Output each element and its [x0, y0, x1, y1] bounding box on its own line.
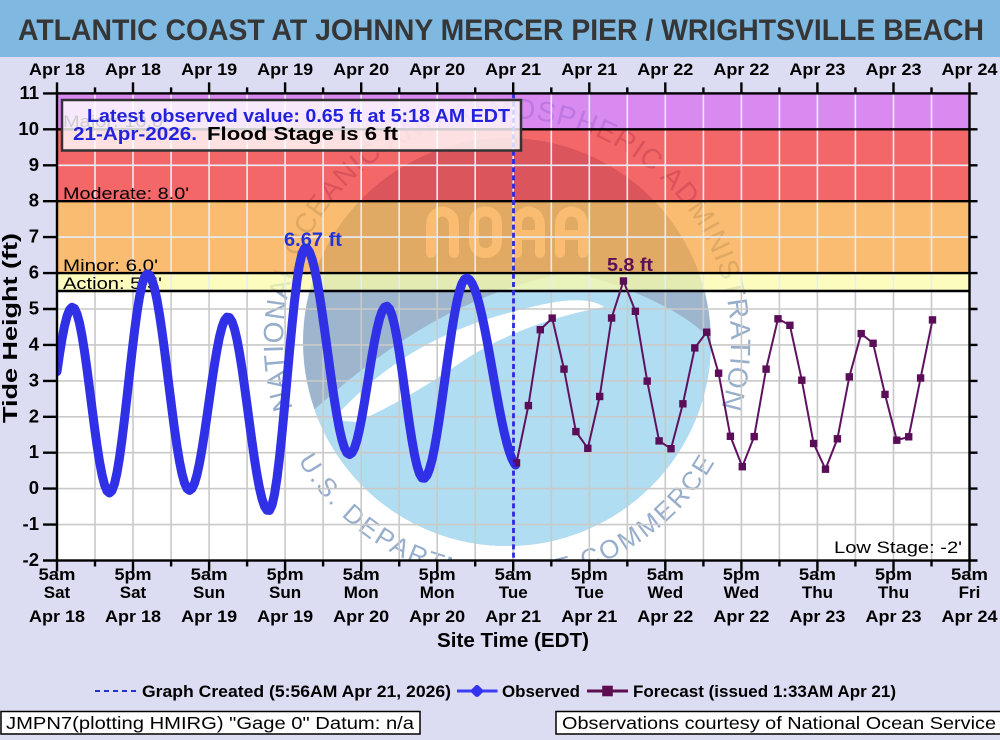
svg-text:Observed: Observed: [502, 683, 580, 701]
svg-text:Apr 19: Apr 19: [257, 607, 313, 626]
svg-text:5am: 5am: [39, 565, 76, 584]
svg-text:Apr 23: Apr 23: [866, 60, 922, 79]
svg-text:Flood Stage is 6 ft: Flood Stage is 6 ft: [207, 124, 398, 144]
svg-text:Tue: Tue: [499, 583, 528, 602]
svg-text:6.67 ft: 6.67 ft: [284, 230, 343, 251]
svg-text:Moderate: 8.0': Moderate: 8.0': [63, 184, 189, 203]
svg-text:Sun: Sun: [269, 583, 301, 602]
svg-text:5: 5: [29, 298, 39, 319]
svg-text:Apr 19: Apr 19: [181, 60, 237, 79]
svg-text:Sat: Sat: [120, 583, 147, 602]
svg-text:4: 4: [29, 333, 40, 354]
svg-text:Apr 18: Apr 18: [105, 60, 161, 79]
svg-text:Apr 20: Apr 20: [333, 60, 389, 79]
svg-text:0: 0: [29, 477, 39, 498]
svg-text:5pm: 5pm: [723, 565, 760, 584]
svg-text:Apr 21: Apr 21: [561, 60, 617, 79]
svg-text:5.8 ft: 5.8 ft: [607, 255, 653, 275]
svg-text:-2: -2: [23, 549, 39, 570]
svg-text:Tue: Tue: [575, 583, 604, 602]
svg-text:5am: 5am: [343, 565, 380, 584]
svg-text:Latest observed value: 0.65 ft: Latest observed value: 0.65 ft at 5:18 A…: [87, 106, 510, 126]
svg-text:Mon: Mon: [420, 583, 455, 602]
svg-text:5am: 5am: [951, 565, 988, 584]
svg-text:Apr 24: Apr 24: [942, 60, 999, 79]
svg-text:7: 7: [29, 226, 39, 247]
svg-text:Apr 18: Apr 18: [29, 607, 85, 626]
svg-text:1: 1: [29, 441, 39, 462]
svg-text:Apr 22: Apr 22: [637, 607, 693, 626]
svg-text:Thu: Thu: [802, 583, 833, 602]
svg-text:Apr 22: Apr 22: [637, 60, 693, 79]
svg-text:5am: 5am: [191, 565, 228, 584]
svg-text:10: 10: [18, 118, 39, 139]
svg-text:Apr 24: Apr 24: [942, 607, 999, 626]
svg-text:ATLANTIC COAST AT JOHNNY MERCE: ATLANTIC COAST AT JOHNNY MERCER PIER / W…: [18, 14, 984, 47]
svg-text:Wed: Wed: [648, 583, 684, 602]
svg-text:21-Apr-2026.: 21-Apr-2026.: [73, 124, 197, 144]
svg-text:5pm: 5pm: [571, 565, 608, 584]
svg-text:Apr 22: Apr 22: [713, 607, 769, 626]
svg-text:5pm: 5pm: [419, 565, 456, 584]
svg-text:Apr 21: Apr 21: [485, 60, 541, 79]
svg-text:2: 2: [29, 405, 39, 426]
svg-text:5pm: 5pm: [875, 565, 912, 584]
svg-text:6: 6: [29, 262, 39, 283]
svg-text:5am: 5am: [495, 565, 532, 584]
svg-text:Apr 23: Apr 23: [866, 607, 922, 626]
svg-text:Observations courtesy of Natio: Observations courtesy of National Ocean …: [562, 713, 996, 733]
svg-text:Apr 20: Apr 20: [409, 607, 465, 626]
svg-text:Apr 20: Apr 20: [409, 60, 465, 79]
svg-text:Minor: 6.0': Minor: 6.0': [63, 256, 158, 275]
svg-text:Graph Created (5:56AM Apr 21,: Graph Created (5:56AM Apr 21, 2026): [142, 683, 451, 701]
svg-text:Forecast (issued 1:33AM Apr 21: Forecast (issued 1:33AM Apr 21): [633, 683, 896, 701]
svg-text:Sun: Sun: [193, 583, 225, 602]
svg-text:3: 3: [29, 369, 39, 390]
svg-text:Mon: Mon: [344, 583, 379, 602]
svg-text:-1: -1: [23, 513, 39, 534]
svg-text:Apr 21: Apr 21: [561, 607, 617, 626]
svg-text:Apr 21: Apr 21: [485, 607, 541, 626]
svg-text:5pm: 5pm: [115, 565, 152, 584]
svg-text:Thu: Thu: [878, 583, 909, 602]
svg-text:Sat: Sat: [44, 583, 71, 602]
svg-text:5pm: 5pm: [267, 565, 304, 584]
svg-text:11: 11: [19, 82, 39, 103]
svg-text:Site Time (EDT): Site Time (EDT): [437, 630, 589, 652]
svg-text:5am: 5am: [647, 565, 684, 584]
svg-text:5am: 5am: [799, 565, 836, 584]
svg-text:9: 9: [29, 154, 39, 175]
svg-text:JMPN7(plotting HMIRG) "Gage 0": JMPN7(plotting HMIRG) "Gage 0" Datum: n/…: [6, 713, 414, 733]
svg-text:Tide Height (ft): Tide Height (ft): [0, 233, 22, 423]
svg-text:Apr 19: Apr 19: [181, 607, 237, 626]
svg-text:Wed: Wed: [724, 583, 760, 602]
svg-text:Apr 23: Apr 23: [789, 60, 845, 79]
svg-text:Low Stage: -2': Low Stage: -2': [834, 538, 962, 557]
svg-text:Apr 19: Apr 19: [257, 60, 313, 79]
svg-text:8: 8: [29, 190, 39, 211]
svg-text:Apr 20: Apr 20: [333, 607, 389, 626]
svg-text:Apr 23: Apr 23: [789, 607, 845, 626]
svg-text:Apr 18: Apr 18: [105, 607, 161, 626]
svg-text:Apr 18: Apr 18: [29, 60, 85, 79]
svg-text:Fri: Fri: [959, 583, 981, 602]
svg-text:Apr 22: Apr 22: [713, 60, 769, 79]
